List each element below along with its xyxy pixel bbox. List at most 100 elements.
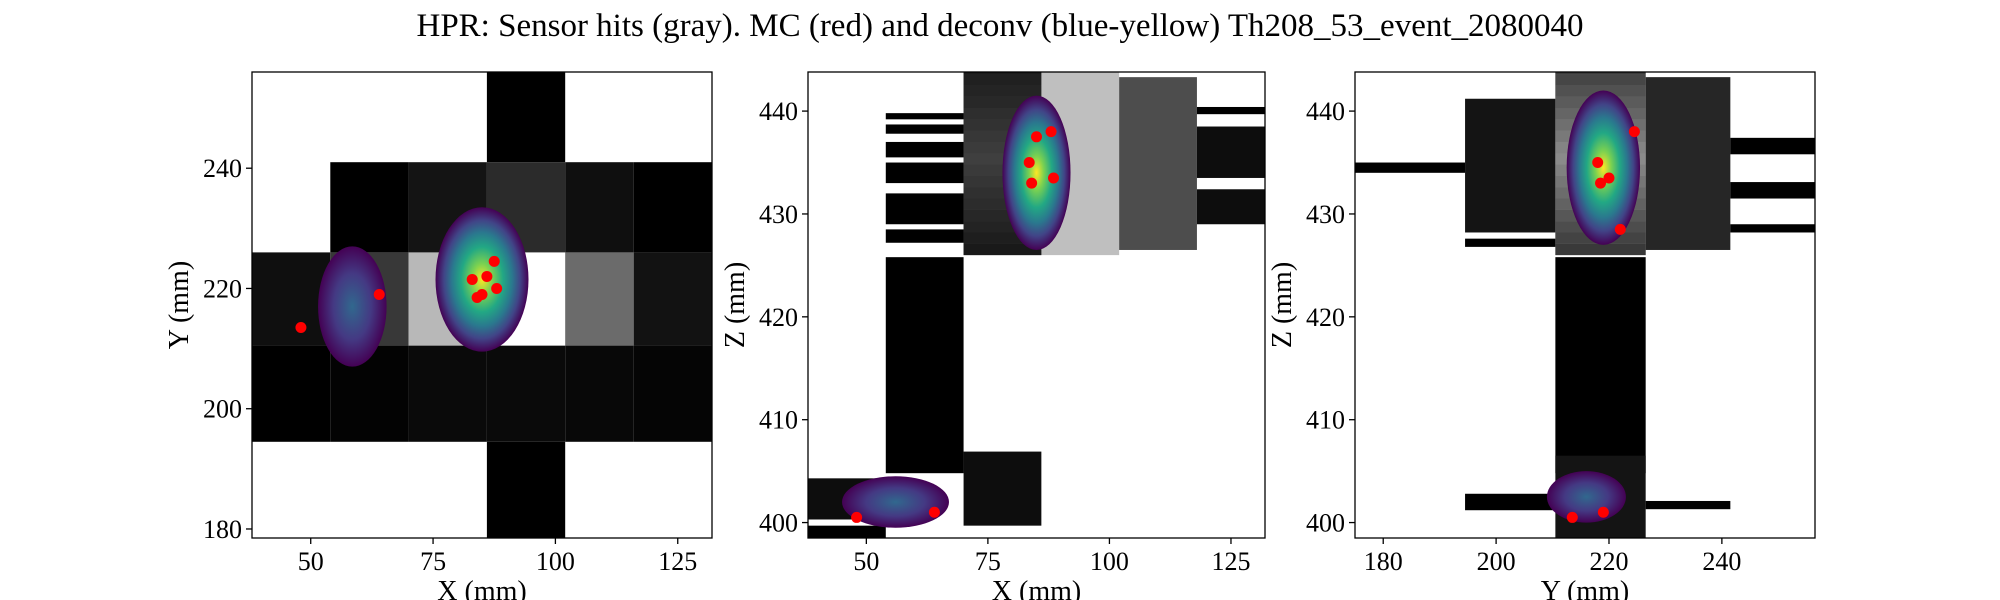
sensor-slice <box>963 153 1042 165</box>
axes-frame <box>1354 71 1816 539</box>
sensor-slice <box>1555 72 1646 75</box>
mc-point <box>1026 177 1038 189</box>
sensor-hit <box>885 257 964 474</box>
mc-point <box>295 322 307 334</box>
y-tick-label: 410 <box>1306 406 1345 435</box>
sensor-strip <box>885 193 964 225</box>
sensor-hit <box>252 345 331 442</box>
deconv-blob <box>1002 95 1071 250</box>
sensor-hit <box>486 441 566 538</box>
sensor-strip <box>1465 238 1556 247</box>
mc-point <box>1566 511 1578 523</box>
mc-point <box>476 288 488 300</box>
sensor-slice <box>963 96 1042 109</box>
plot-area <box>1355 72 1815 538</box>
mc-point <box>488 255 500 267</box>
x-axis-label: X (mm) <box>437 576 526 600</box>
mc-point <box>1595 177 1607 189</box>
sensor-slice <box>963 175 1042 188</box>
x-tick-label: 75 <box>420 547 446 576</box>
x-tick-label: 125 <box>658 547 697 576</box>
sensor-hit <box>1196 189 1265 225</box>
y-tick-label: 180 <box>203 515 242 544</box>
sensor-slice <box>963 232 1042 244</box>
sensor-slice <box>963 85 1042 97</box>
sensor-hit <box>565 345 634 442</box>
sensor-slice <box>1555 243 1646 256</box>
sensor-strip <box>1730 224 1815 233</box>
y-tick-label: 220 <box>203 274 242 303</box>
mc-point <box>481 270 493 282</box>
sensor-slice <box>963 108 1042 120</box>
y-tick-label: 430 <box>1306 200 1345 229</box>
sensor-hit <box>1555 257 1646 474</box>
sensor-hit <box>1645 500 1731 510</box>
sensor-hit <box>1465 98 1556 233</box>
deconv-blob <box>318 246 387 367</box>
sensor-hit <box>486 72 566 163</box>
sensor-slice <box>963 221 1042 233</box>
y-tick-label: 200 <box>203 395 242 424</box>
sensor-hit <box>486 345 566 442</box>
axes-frame <box>807 71 1266 539</box>
plot-area <box>252 72 712 538</box>
y-axis-label: Z (mm) <box>720 262 751 348</box>
deconv-blob <box>435 207 529 352</box>
sensor-slice <box>963 209 1042 222</box>
sensor-strip <box>1355 162 1466 173</box>
sensor-hit <box>1196 126 1265 178</box>
y-axis-label: Y (mm) <box>164 261 195 349</box>
mc-point <box>491 282 503 294</box>
mc-point <box>1592 157 1604 169</box>
y-tick-label: 440 <box>759 97 798 126</box>
sensor-hit <box>408 345 487 442</box>
sensor-strip <box>885 229 964 243</box>
sensor-slice <box>963 130 1042 142</box>
axes-frame <box>251 71 713 539</box>
sensor-strip <box>885 113 964 120</box>
x-tick-label: 180 <box>1364 547 1403 576</box>
mc-point <box>1023 157 1035 169</box>
sensor-slice <box>963 243 1042 256</box>
x-tick-label: 100 <box>536 547 575 576</box>
mc-point <box>1597 506 1609 518</box>
sensor-strip <box>1730 182 1815 199</box>
mc-point <box>1603 172 1615 184</box>
y-tick-label: 240 <box>203 154 242 183</box>
x-tick-label: 200 <box>1477 547 1516 576</box>
sensor-strip <box>885 141 964 158</box>
y-tick-label: 400 <box>759 509 798 538</box>
plot-area <box>808 72 1265 538</box>
deconv-blob <box>842 476 949 528</box>
deconv-blob <box>1546 471 1626 523</box>
y-tick-label: 420 <box>759 303 798 332</box>
sensor-hit <box>1196 106 1265 115</box>
mc-point <box>1045 126 1057 138</box>
x-tick-label: 100 <box>1090 547 1129 576</box>
sensor-hit <box>565 162 634 253</box>
sensor-hit <box>1119 77 1197 250</box>
y-axis-label: Z (mm) <box>1267 262 1298 348</box>
sensor-slice <box>963 74 1042 86</box>
panel-xy: 50 75 100 125 180 200 220 240 X (mm) Y (mm) <box>164 71 713 600</box>
sensor-strip <box>885 162 964 184</box>
x-tick-label: 220 <box>1589 547 1628 576</box>
sensor-hit <box>633 252 712 346</box>
x-tick-label: 240 <box>1702 547 1741 576</box>
sensor-slice <box>963 164 1042 176</box>
y-tick-label: 410 <box>759 406 798 435</box>
mc-point <box>466 273 478 285</box>
sensor-hit <box>963 451 1042 526</box>
sensor-slice <box>1555 74 1646 86</box>
y-tick-label: 400 <box>1306 509 1345 538</box>
x-axis-label: X (mm) <box>992 576 1081 600</box>
x-tick-label: 50 <box>298 547 324 576</box>
sensor-hit <box>565 252 634 346</box>
panel-xz: 50 75 100 125 400 410 420 430 440 X (mm) Z (mm) <box>720 71 1266 600</box>
sensor-hit <box>1645 77 1731 250</box>
y-tick-label: 430 <box>759 200 798 229</box>
x-tick-label: 75 <box>975 547 1001 576</box>
figure-title: HPR: Sensor hits (gray). MC (red) and de… <box>416 8 1583 44</box>
sensor-hit <box>330 162 409 253</box>
